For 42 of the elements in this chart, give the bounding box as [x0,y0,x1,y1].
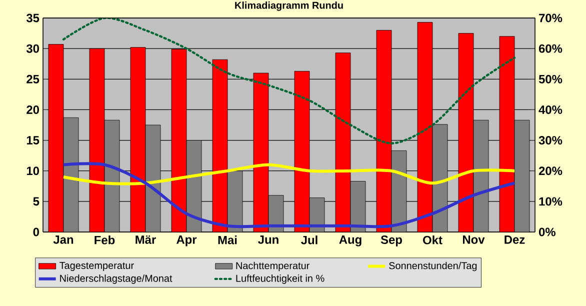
y-tick-label: 25 [26,74,40,84]
y2-tick-label: 40% [538,105,562,114]
legend-label: Luftfeuchtigkeit in % [236,274,324,284]
x-tick-label: Aug [339,236,362,246]
y2-tick-label: 60% [538,44,562,53]
legend-label: Niederschlagstage/Monat [60,274,172,284]
chart-title: Klimadiagramm Rundu [235,1,343,11]
y2-tick-label: 50% [538,74,562,84]
bar [514,120,530,232]
bar [171,48,187,232]
y-tick-label: 0 [33,228,39,236]
y-tick-label: 5 [33,197,40,206]
legend-label: Nachttemperatur [236,262,310,272]
y-tick-label: 30 [26,44,39,53]
bar [48,44,64,232]
x-tick-label: Mär [136,236,156,244]
x-tick-label: Apr [176,236,197,246]
x-tick-label: Sep [380,236,402,246]
y-tick-label: 35 [26,14,40,22]
bar [89,48,105,232]
y2-tick-label: 10% [539,197,562,206]
x-tick-label: Feb [94,236,115,244]
x-tick-label: Mai [218,236,237,244]
y2-tick-label: 0% [538,228,556,236]
y2-tick-label: 20% [538,166,562,176]
line-series [62,162,516,228]
line-series [62,163,516,186]
y2-tick-label: 70% [539,14,562,22]
x-tick-label: Jul [301,236,318,244]
bar [130,47,146,232]
y2-tick-label: 30% [538,136,562,145]
x-tick-label: Nov [463,236,485,244]
y-tick-label: 20 [26,105,39,114]
y-tick-label: 15 [26,136,40,144]
legend-label: Tagestemperatur [60,262,134,271]
x-tick-label: Okt [423,236,442,244]
x-tick-label: Dez [504,236,525,244]
line-series [62,18,516,144]
x-tick-label: Jun [258,236,278,244]
legend-label: Sonnenstunden/Tag [389,262,477,272]
x-tick-label: Jan [53,236,74,244]
y-tick-label: 10 [26,166,39,176]
